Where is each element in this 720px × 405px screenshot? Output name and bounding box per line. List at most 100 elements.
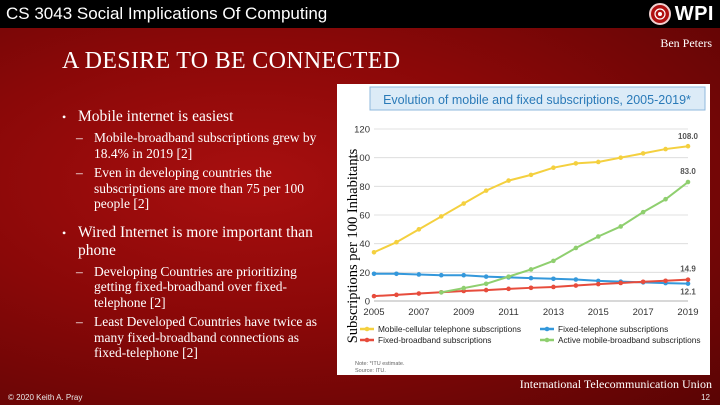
author-name: Ben Peters bbox=[660, 36, 712, 50]
legend-marker bbox=[364, 326, 370, 332]
data-point bbox=[483, 287, 489, 293]
data-point bbox=[528, 275, 534, 281]
bullet-list: Mobile internet is easiest Mobile-broadb… bbox=[62, 108, 332, 365]
y-tick-label: 60 bbox=[359, 211, 370, 222]
data-point bbox=[416, 272, 422, 277]
data-point bbox=[461, 201, 467, 206]
bullet-item: Wired Internet is more important than ph… bbox=[62, 224, 332, 260]
data-point bbox=[506, 286, 511, 292]
wpi-seal-icon bbox=[648, 3, 671, 25]
chart-source: Source: ITU. bbox=[355, 368, 386, 374]
slide-title: A DESIRE TO BE CONNECTED bbox=[62, 48, 401, 74]
series-line bbox=[373, 145, 689, 254]
sub-bullet-item: Least Developed Countries have twice as … bbox=[62, 314, 332, 361]
data-point bbox=[371, 271, 377, 277]
data-point bbox=[551, 165, 556, 170]
data-point bbox=[438, 290, 444, 295]
data-point bbox=[528, 285, 534, 291]
data-point bbox=[483, 281, 489, 287]
data-point bbox=[551, 258, 556, 264]
data-point bbox=[640, 279, 646, 285]
data-point bbox=[483, 188, 489, 193]
data-point bbox=[438, 272, 444, 278]
data-point bbox=[663, 196, 668, 202]
data-point bbox=[685, 143, 691, 149]
data-point bbox=[663, 146, 668, 152]
chart-title-box bbox=[369, 86, 706, 111]
image-caption: International Telecommunication Union bbox=[519, 377, 712, 391]
footer-copyright: © 2020 Keith A. Pray bbox=[8, 393, 83, 402]
data-point bbox=[416, 227, 422, 232]
x-tick-label: 2005 bbox=[363, 307, 384, 318]
data-point bbox=[573, 283, 579, 288]
data-point bbox=[551, 276, 556, 282]
data-point bbox=[685, 281, 691, 286]
sub-bullet-item: Developing Countries are prioritizing ge… bbox=[62, 264, 332, 311]
data-point bbox=[506, 274, 511, 279]
data-point bbox=[618, 280, 624, 286]
x-tick-label: 2009 bbox=[453, 307, 474, 318]
data-point bbox=[595, 278, 601, 284]
sub-bullet-item: Even in developing countries the subscri… bbox=[62, 165, 332, 212]
data-point bbox=[461, 272, 467, 278]
data-point bbox=[528, 172, 534, 178]
y-tick-label: 40 bbox=[359, 239, 370, 250]
end-value-label: 12.1 bbox=[680, 288, 696, 297]
data-point bbox=[595, 159, 601, 165]
data-point bbox=[394, 271, 399, 277]
data-point bbox=[371, 293, 377, 299]
data-point bbox=[528, 267, 534, 272]
end-value-label: 108.0 bbox=[678, 132, 699, 141]
data-point bbox=[573, 245, 579, 251]
x-tick-label: 2007 bbox=[408, 307, 429, 318]
data-point bbox=[685, 277, 691, 282]
legend-label: Fixed-broadband subscriptions bbox=[378, 335, 491, 345]
data-point bbox=[573, 277, 579, 282]
data-point bbox=[573, 161, 579, 166]
x-tick-label: 2011 bbox=[498, 307, 518, 318]
data-point bbox=[595, 234, 601, 239]
data-point bbox=[416, 291, 422, 296]
sub-bullet-item: Mobile-broadband subscriptions grew by 1… bbox=[62, 130, 332, 161]
y-tick-label: 20 bbox=[359, 268, 370, 279]
page-number: 12 bbox=[701, 393, 710, 402]
legend-label: Fixed-telephone subscriptions bbox=[558, 324, 668, 334]
data-point bbox=[506, 178, 511, 183]
legend-marker bbox=[544, 337, 550, 343]
x-tick-label: 2019 bbox=[677, 307, 698, 318]
bullet-item: Mobile internet is easiest bbox=[62, 108, 332, 126]
y-tick-label: 0 bbox=[365, 297, 370, 308]
legend-label: Active mobile-broadband subscriptions bbox=[558, 335, 701, 345]
y-tick-label: 100 bbox=[354, 153, 370, 164]
data-point bbox=[685, 179, 691, 185]
data-point bbox=[551, 284, 556, 290]
chart-note: Note: *ITU estimate. bbox=[355, 361, 405, 367]
end-value-label: 14.9 bbox=[680, 265, 696, 274]
data-point bbox=[461, 285, 467, 291]
data-point bbox=[394, 239, 399, 245]
y-tick-label: 120 bbox=[354, 125, 370, 136]
x-tick-label: 2017 bbox=[633, 307, 654, 318]
legend-marker bbox=[544, 326, 550, 332]
data-point bbox=[595, 281, 601, 287]
wpi-logo: WPI bbox=[648, 2, 714, 26]
y-tick-label: 80 bbox=[359, 182, 370, 193]
course-title: CS 3043 Social Implications Of Computing bbox=[6, 4, 328, 23]
data-point bbox=[640, 151, 646, 156]
x-tick-label: 2015 bbox=[588, 307, 609, 318]
data-point bbox=[618, 224, 624, 229]
logo-text: WPI bbox=[674, 2, 714, 25]
data-point bbox=[438, 214, 444, 219]
data-point bbox=[618, 155, 624, 160]
x-tick-label: 2013 bbox=[543, 307, 564, 318]
legend-label: Mobile-cellular telephone subscriptions bbox=[378, 324, 521, 334]
data-point bbox=[371, 249, 377, 255]
data-point bbox=[663, 278, 668, 284]
legend-marker bbox=[364, 337, 370, 343]
series-line bbox=[441, 181, 689, 294]
data-point bbox=[394, 292, 399, 298]
y-axis-label: Subscriptions per 100 Inhabitants bbox=[345, 148, 361, 343]
subscriptions-chart: Evolution of mobile and fixed subscripti… bbox=[337, 84, 710, 375]
data-point bbox=[483, 274, 489, 279]
data-point bbox=[640, 209, 646, 215]
